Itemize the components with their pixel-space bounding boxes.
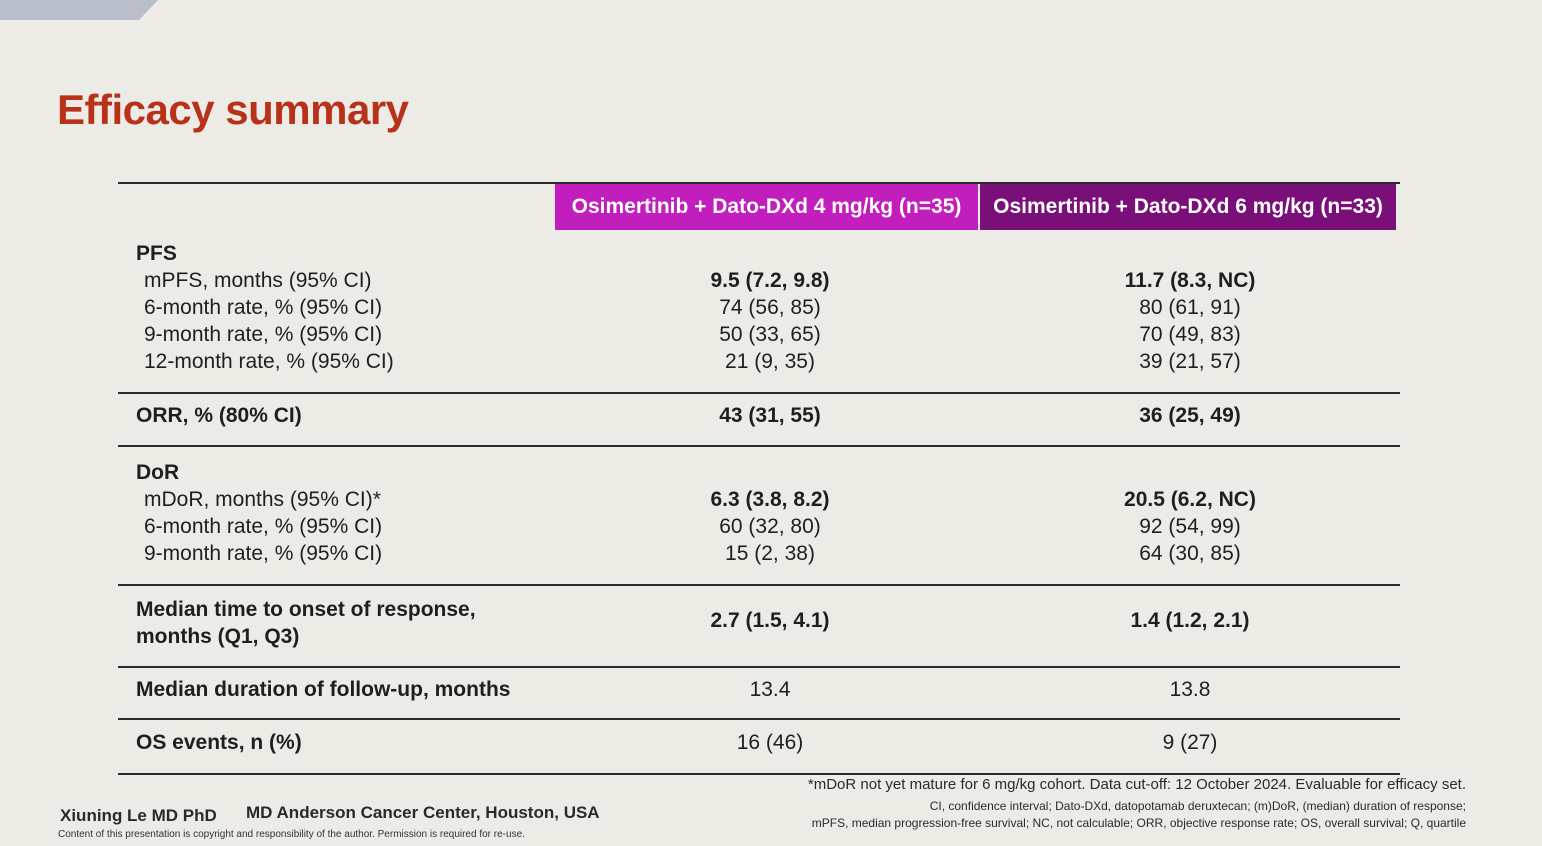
efficacy-table: Osimertinib + Dato-DXd 4 mg/kg (n=35) Os…: [118, 182, 1400, 775]
value-4mgkg: 43 (31, 55): [719, 403, 821, 427]
footnote-2: CI, confidence interval; Dato-DXd, datop…: [929, 799, 1466, 813]
value-6mgkg: 80 (61, 91): [1139, 295, 1241, 319]
dor-heading: DoR: [136, 460, 180, 484]
value-6mgkg: 92 (54, 99): [1139, 514, 1241, 538]
corner-decoration: [0, 0, 158, 20]
header-4mgkg: Osimertinib + Dato-DXd 4 mg/kg (n=35): [555, 184, 978, 230]
footnote-3: mPFS, median progression-free survival; …: [811, 816, 1466, 830]
row-label: Median duration of follow-up, months: [136, 677, 511, 701]
section-followup: Median duration of follow-up, months 13.…: [118, 676, 1400, 720]
section-onset: Median time to onset of response, months…: [118, 596, 1400, 668]
value-4mgkg: 74 (56, 85): [719, 295, 821, 319]
table-row: 6-month rate, % (95% CI) 60 (32, 80) 92 …: [118, 513, 1400, 540]
pfs-heading: PFS: [136, 241, 177, 265]
row-label: mPFS, months (95% CI): [144, 268, 372, 292]
row-label: 6-month rate, % (95% CI): [144, 295, 383, 319]
table-row: 9-month rate, % (95% CI) 15 (2, 38) 64 (…: [118, 540, 1400, 567]
section-orr: ORR, % (80% CI) 43 (31, 55) 36 (25, 49): [118, 402, 1400, 447]
slide-title: Efficacy summary: [57, 86, 409, 133]
value-6mgkg: 11.7 (8.3, NC): [1124, 268, 1256, 292]
table-row: months (Q1, Q3) 2.7 (1.5, 4.1) 1.4 (1.2,…: [118, 609, 1400, 650]
value-4mgkg: 60 (32, 80): [719, 514, 821, 538]
value-6mgkg: 9 (27): [1162, 730, 1218, 754]
value-4mgkg: 9.5 (7.2, 9.8): [710, 268, 830, 292]
table-row: PFS: [118, 240, 1400, 267]
section-dor: DoR mDoR, months (95% CI)* 6.3 (3.8, 8.2…: [118, 459, 1400, 586]
value-4mgkg: 6.3 (3.8, 8.2): [710, 487, 830, 511]
table-row: ORR, % (80% CI) 43 (31, 55) 36 (25, 49): [118, 402, 1400, 429]
table-row: DoR: [118, 459, 1400, 486]
value-4mgkg: 16 (46): [736, 730, 804, 754]
row-label: 6-month rate, % (95% CI): [144, 514, 383, 538]
value-4mgkg: 50 (33, 65): [719, 322, 821, 346]
table-row: OS events, n (%) 16 (46) 9 (27): [118, 729, 1400, 756]
table-row: mDoR, months (95% CI)* 6.3 (3.8, 8.2) 20…: [118, 486, 1400, 513]
value-6mgkg: 70 (49, 83): [1139, 322, 1241, 346]
row-label: 9-month rate, % (95% CI): [144, 541, 383, 565]
value-4mgkg: 13.4: [749, 677, 791, 701]
value-6mgkg: 13.8: [1169, 677, 1211, 701]
row-label: 9-month rate, % (95% CI): [144, 322, 383, 346]
table-row: Median time to onset of response,: [118, 596, 1400, 623]
value-4mgkg: 21 (9, 35): [725, 349, 815, 373]
table-row: 12-month rate, % (95% CI) 21 (9, 35) 39 …: [118, 348, 1400, 375]
value-4mgkg: 2.7 (1.5, 4.1): [710, 609, 830, 632]
row-label: ORR, % (80% CI): [136, 403, 302, 427]
row-label-line1: Median time to onset of response,: [136, 597, 476, 621]
institution: MD Anderson Cancer Center, Houston, USA: [246, 803, 600, 822]
table-row: mPFS, months (95% CI) 9.5 (7.2, 9.8) 11.…: [118, 267, 1400, 294]
table-row: Median duration of follow-up, months 13.…: [118, 676, 1400, 703]
row-label: 12-month rate, % (95% CI): [144, 349, 394, 373]
value-4mgkg: 15 (2, 38): [725, 541, 815, 565]
table-header-row: Osimertinib + Dato-DXd 4 mg/kg (n=35) Os…: [118, 182, 1400, 232]
value-6mgkg: 64 (30, 85): [1139, 541, 1241, 565]
row-label: mDoR, months (95% CI)*: [144, 487, 381, 511]
value-6mgkg: 1.4 (1.2, 2.1): [1130, 609, 1250, 632]
row-label: OS events, n (%): [136, 730, 302, 754]
author-name: Xiuning Le MD PhD: [60, 806, 217, 825]
footnote-1: *mDoR not yet mature for 6 mg/kg cohort.…: [807, 776, 1466, 793]
row-label-line2: months (Q1, Q3): [136, 624, 300, 648]
section-os: OS events, n (%) 16 (46) 9 (27): [118, 729, 1400, 775]
copyright-notice: Content of this presentation is copyrigh…: [58, 829, 525, 840]
value-6mgkg: 39 (21, 57): [1139, 349, 1241, 373]
section-pfs: PFS mPFS, months (95% CI) 9.5 (7.2, 9.8)…: [118, 240, 1400, 394]
header-6mgkg: Osimertinib + Dato-DXd 6 mg/kg (n=33): [980, 184, 1396, 230]
table-row: 9-month rate, % (95% CI) 50 (33, 65) 70 …: [118, 321, 1400, 348]
value-6mgkg: 36 (25, 49): [1139, 403, 1241, 427]
table-row: 6-month rate, % (95% CI) 74 (56, 85) 80 …: [118, 294, 1400, 321]
value-6mgkg: 20.5 (6.2, NC): [1124, 487, 1256, 511]
